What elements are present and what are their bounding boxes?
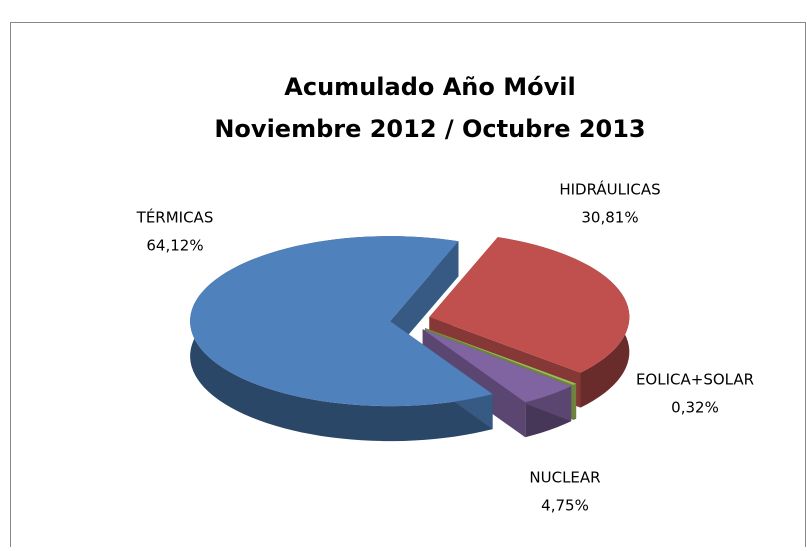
pie-slice	[422, 329, 572, 403]
slice-label: TÉRMICAS	[136, 208, 214, 227]
labels: HIDRÁULICAS 30,81% EOLICA+SOLAR 0,32% NUCLEA…	[136, 180, 754, 515]
slice-label: HIDRÁULICAS	[559, 180, 660, 199]
pie-slice	[424, 327, 577, 385]
pie-slice	[190, 236, 493, 407]
pie-tops	[190, 236, 630, 407]
chart-title: Acumulado Año Móvil	[284, 73, 575, 101]
chart-subtitle: Noviembre 2012 / Octubre 2013	[214, 115, 645, 143]
pie-slice	[429, 237, 630, 373]
slice-label: EOLICA+SOLAR	[636, 371, 754, 389]
slice-value-label: 4,75%	[541, 497, 589, 515]
pie-edge	[390, 241, 459, 357]
slice-label: NUCLEAR	[529, 469, 600, 487]
slice-value-label: 0,32%	[671, 399, 719, 417]
slice-value-label: 30,81%	[581, 209, 638, 227]
slice-value-label: 64,12%	[146, 237, 203, 255]
